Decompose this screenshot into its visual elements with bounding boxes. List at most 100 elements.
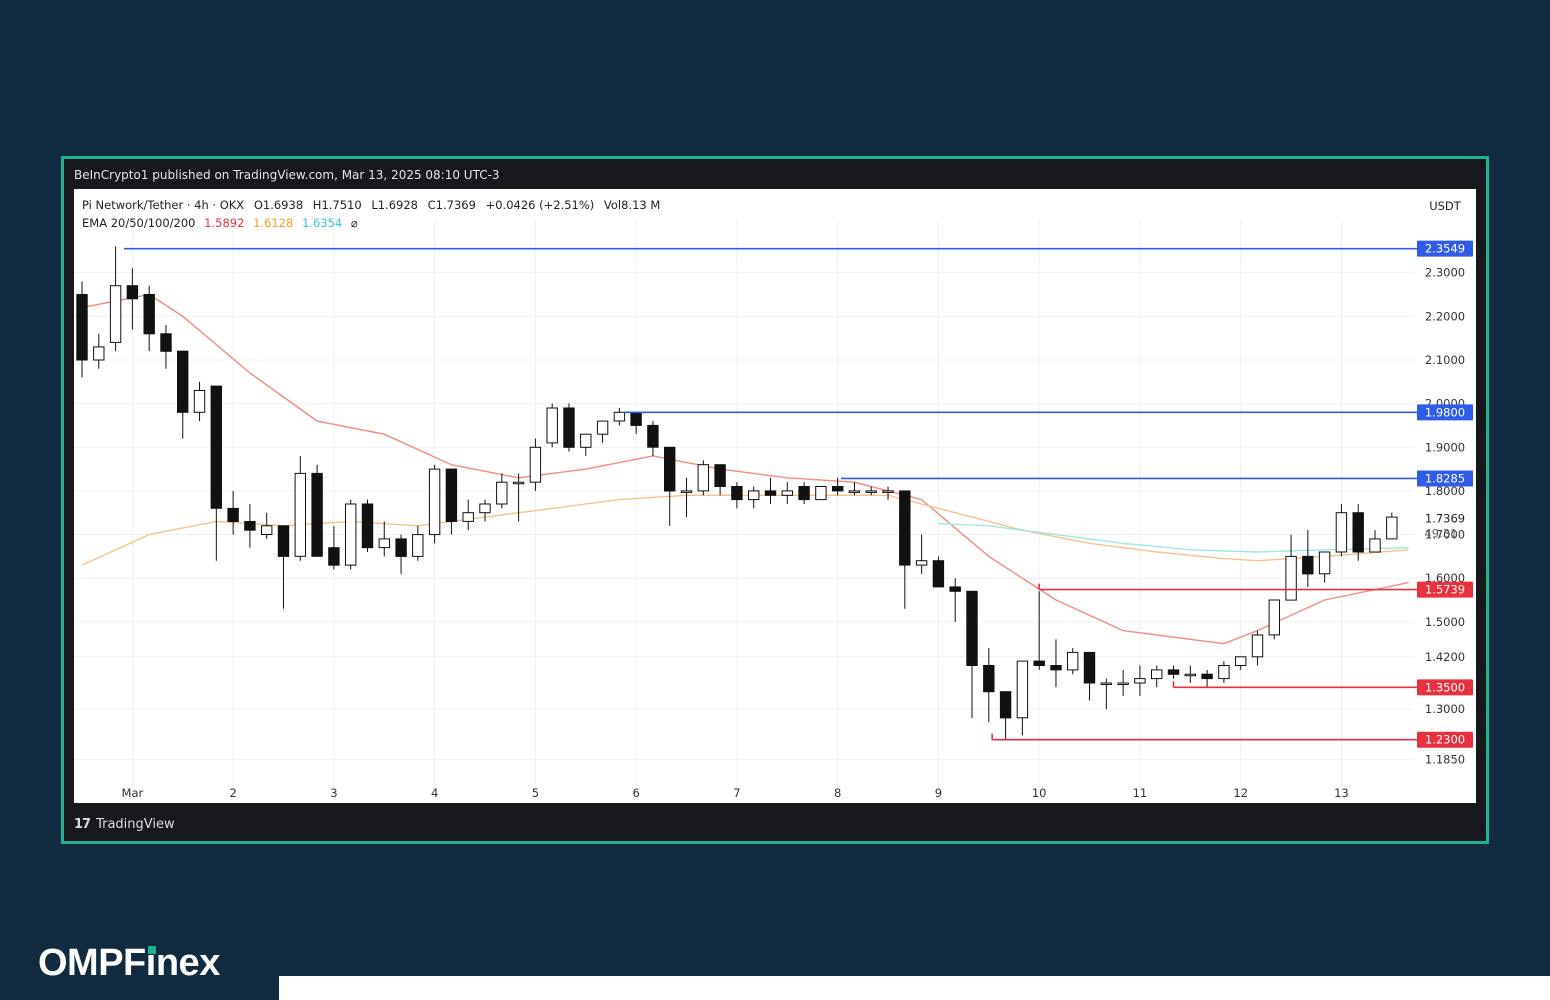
- candle-body: [647, 424, 659, 448]
- legend-ohlc: Pi Network/Tether · 4h · OKX O1.6938 H1.…: [82, 198, 666, 212]
- candle-body: [76, 294, 88, 361]
- site-logo-dot-icon: [147, 946, 156, 954]
- candle-body: [93, 346, 105, 361]
- x-tick-label: 12: [1233, 786, 1248, 800]
- candle-body: [1067, 651, 1079, 671]
- candle-body: [1285, 555, 1297, 601]
- legend-high: H1.7510: [312, 198, 362, 212]
- level-badge: [1417, 731, 1473, 748]
- candle-body: [210, 385, 223, 509]
- candle-body: [277, 525, 290, 557]
- candle-body: [311, 472, 323, 557]
- candle-body: [1033, 660, 1045, 667]
- candle-body: [714, 464, 726, 488]
- candle-body: [109, 285, 122, 343]
- candle-body: [412, 534, 424, 557]
- candle-body: [1100, 682, 1112, 685]
- candle-body: [781, 490, 793, 496]
- candle-body: [865, 490, 877, 493]
- candle-body: [798, 486, 810, 501]
- level-badge: [1417, 581, 1473, 598]
- candle-body: [244, 521, 256, 531]
- x-tick-label: 7: [733, 786, 740, 800]
- x-tick-label: 10: [1032, 786, 1047, 800]
- candle-body: [1184, 673, 1196, 677]
- candle-body: [294, 472, 307, 557]
- candle-body: [1268, 599, 1280, 636]
- candle-body: [1050, 665, 1062, 671]
- level-badge-label: 1.3500: [1425, 680, 1465, 694]
- level-badge-label: 1.2300: [1425, 733, 1465, 747]
- legend-open: O1.6938: [253, 198, 304, 212]
- candle-body: [1318, 551, 1331, 575]
- x-tick-label: 4: [431, 786, 438, 800]
- chart-frame: BeInCrypto1 published on TradingView.com…: [61, 156, 1489, 844]
- candle-body: [1151, 669, 1163, 680]
- candle-body: [983, 665, 995, 693]
- candle-body: [1386, 516, 1398, 540]
- candle-body: [1201, 673, 1213, 680]
- level-badge-label: 2.3549: [1425, 242, 1465, 256]
- candle-body: [512, 481, 525, 485]
- candle-body: [915, 560, 928, 566]
- y-tick-label: 2.3000: [1425, 266, 1465, 280]
- x-tick-label: 8: [834, 786, 841, 800]
- legend-symbol: Pi Network/Tether · 4h · OKX: [82, 198, 245, 212]
- level-badge-label: 1.5739: [1425, 583, 1465, 597]
- level-badge: [1417, 240, 1473, 257]
- level-badge-label: 1.9800: [1425, 405, 1465, 419]
- candle-body: [832, 486, 844, 492]
- y-tick-label: 2.2000: [1425, 309, 1465, 323]
- candle-body: [546, 407, 558, 444]
- x-tick-label: Mar: [122, 786, 144, 800]
- candle-body: [160, 333, 172, 352]
- candle-body: [680, 490, 693, 493]
- x-tick-label: 9: [935, 786, 942, 800]
- y-tick-label: 2.1000: [1425, 353, 1465, 367]
- candle-body: [949, 586, 961, 592]
- candle-body: [1352, 512, 1364, 553]
- x-tick-label: 6: [632, 786, 639, 800]
- candle-body: [664, 446, 676, 492]
- site-logo-part-1: OMPF: [38, 942, 146, 984]
- candle-body: [1117, 682, 1129, 685]
- candle-body: [445, 468, 458, 523]
- candle-body: [596, 420, 609, 435]
- y-tick-label: 1.4200: [1425, 650, 1465, 664]
- legend-volume: Vol8.13 M: [603, 198, 661, 212]
- countdown-label: 49:31: [1424, 526, 1457, 540]
- legend-change: +0.0426 (+2.51%): [485, 198, 595, 212]
- legend-ema-hidden-icon[interactable]: ⌀: [350, 216, 358, 230]
- candle-body: [378, 538, 391, 549]
- candle-body: [966, 590, 978, 666]
- candlestick-chart[interactable]: 2.30002.20002.10002.00001.90001.80001.70…: [74, 189, 1476, 803]
- last-price-label: 1.7369: [1425, 511, 1465, 525]
- candle-body: [496, 481, 508, 505]
- candle-body: [999, 691, 1012, 719]
- candle-body: [328, 547, 340, 566]
- y-tick-label: 1.7000: [1425, 528, 1465, 542]
- legend-ema: EMA 20/50/100/200 1.5892 1.6128 1.6354 ⌀: [82, 216, 363, 230]
- tradingview-logo-icon: 17: [74, 817, 91, 832]
- candle-body: [395, 538, 407, 557]
- candle-body: [1369, 538, 1381, 553]
- site-logo-part-2: nex: [155, 942, 220, 984]
- ema-line: [938, 522, 1409, 553]
- candle-body: [193, 390, 206, 413]
- candle-body: [613, 411, 626, 422]
- y-tick-label: 1.9000: [1425, 440, 1465, 454]
- legend-ema-label: EMA 20/50/100/200: [82, 216, 196, 230]
- candle-body: [932, 560, 945, 588]
- chart-area[interactable]: 2.3000 2.2000 2.1000 2.0000 1.9000 1.8000 1.70…: [74, 189, 1476, 803]
- ema-line: [81, 293, 1409, 645]
- x-tick-label: 3: [330, 786, 337, 800]
- level-badge: [1417, 470, 1473, 487]
- legend-close: C1.7369: [427, 198, 476, 212]
- x-tick-label: 11: [1133, 786, 1148, 800]
- site-logo-accent: i: [146, 942, 157, 984]
- candle-body: [731, 486, 743, 501]
- candle-body: [1302, 555, 1314, 575]
- candle-body: [1335, 512, 1348, 553]
- x-tick-label: 2: [229, 786, 236, 800]
- publish-line: BeInCrypto1 published on TradingView.com…: [74, 168, 500, 182]
